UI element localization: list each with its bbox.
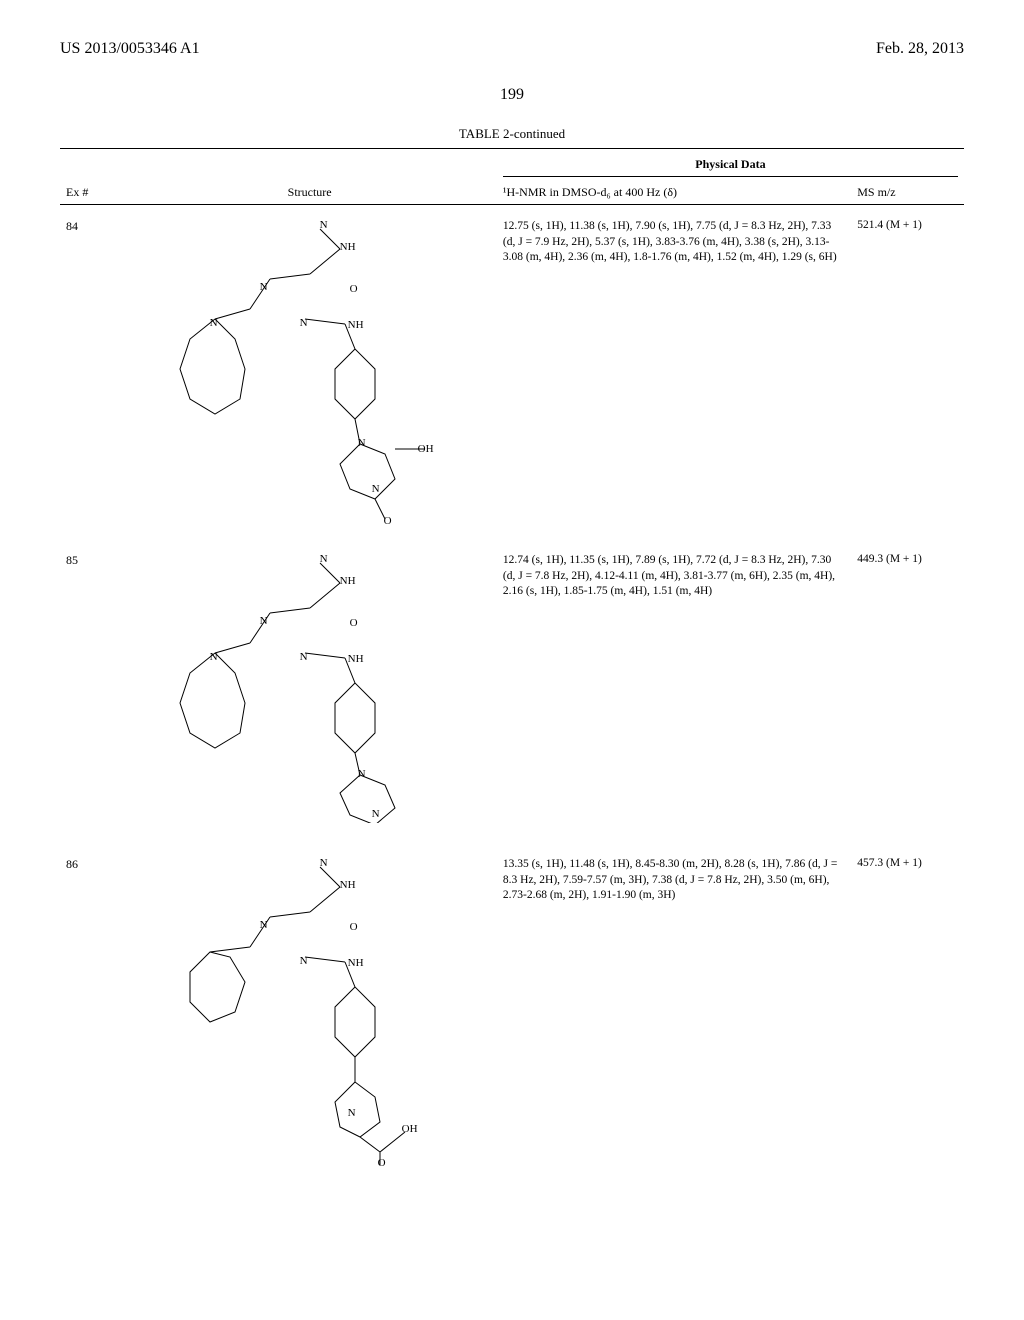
cell-ex: 85 [60, 539, 122, 843]
atom-label: N [210, 651, 218, 663]
atom-label: N [358, 768, 366, 780]
atom-label: O [350, 617, 358, 629]
atom-label: OH [402, 1123, 418, 1135]
cell-structure: N NH N O N N NH N OH N O [122, 205, 496, 539]
structure-skeleton-icon [150, 219, 470, 519]
atom-label: NH [340, 241, 356, 253]
col-structure: Structure [122, 181, 496, 204]
atom-label: O [378, 1157, 386, 1169]
cell-ms: 449.3 (M + 1) [851, 539, 964, 843]
atom-label: NH [348, 957, 364, 969]
atom-label: NH [348, 319, 364, 331]
atom-label: N [300, 955, 308, 967]
physical-data-header: Physical Data [503, 153, 958, 177]
cell-ms: 457.3 (M + 1) [851, 843, 964, 1185]
atom-label: N [320, 219, 328, 231]
cell-structure: N NH N O N NH N OH O [122, 843, 496, 1185]
cell-ex: 86 [60, 843, 122, 1185]
col-nmr: ¹H-NMR in DMSO-d₆ at 400 Hz (δ) [497, 181, 851, 204]
atom-label: O [384, 515, 392, 527]
publication-number: US 2013/0053346 A1 [60, 40, 200, 58]
cell-ms: 521.4 (M + 1) [851, 205, 964, 539]
structure-skeleton-icon [150, 857, 470, 1165]
atom-label: OH [418, 443, 434, 455]
atom-label: N [260, 919, 268, 931]
cell-nmr: 12.75 (s, 1H), 11.38 (s, 1H), 7.90 (s, 1… [497, 205, 851, 539]
data-table: Physical Data Ex # Structure ¹H-NMR in D… [60, 149, 964, 1185]
structure-skeleton-icon [150, 553, 470, 823]
atom-label: N [300, 651, 308, 663]
atom-label: N [320, 857, 328, 869]
atom-label: N [372, 808, 380, 820]
atom-label: N [320, 553, 328, 565]
atom-label: N [358, 437, 366, 449]
table-row: 84 N NH N O N N NH N OH N O 12.75 (s, 1H), 11.38 (s,… [60, 205, 964, 539]
atom-label: NH [340, 879, 356, 891]
table-row: 85 N NH N O N N NH N N 12.74 (s, 1H), 11.35 (s, 1H… [60, 539, 964, 843]
cell-ex: 84 [60, 205, 122, 539]
publication-date: Feb. 28, 2013 [876, 40, 964, 58]
atom-label: NH [348, 653, 364, 665]
cell-nmr: 12.74 (s, 1H), 11.35 (s, 1H), 7.89 (s, 1… [497, 539, 851, 843]
atom-label: N [210, 317, 218, 329]
page-number: 199 [60, 86, 964, 104]
col-ms: MS m/z [851, 181, 964, 204]
atom-label: O [350, 921, 358, 933]
atom-label: N [372, 483, 380, 495]
atom-label: NH [340, 575, 356, 587]
atom-label: N [300, 317, 308, 329]
cell-nmr: 13.35 (s, 1H), 11.48 (s, 1H), 8.45-8.30 … [497, 843, 851, 1185]
atom-label: N [260, 281, 268, 293]
atom-label: N [260, 615, 268, 627]
table-caption: TABLE 2-continued [60, 126, 964, 142]
atom-label: O [350, 283, 358, 295]
col-ex: Ex # [60, 181, 122, 204]
atom-label: N [348, 1107, 356, 1119]
cell-structure: N NH N O N N NH N N [122, 539, 496, 843]
table-row: 86 N NH N O N NH N OH O 13.35 (s, 1H), 11.48 (s, 1… [60, 843, 964, 1185]
